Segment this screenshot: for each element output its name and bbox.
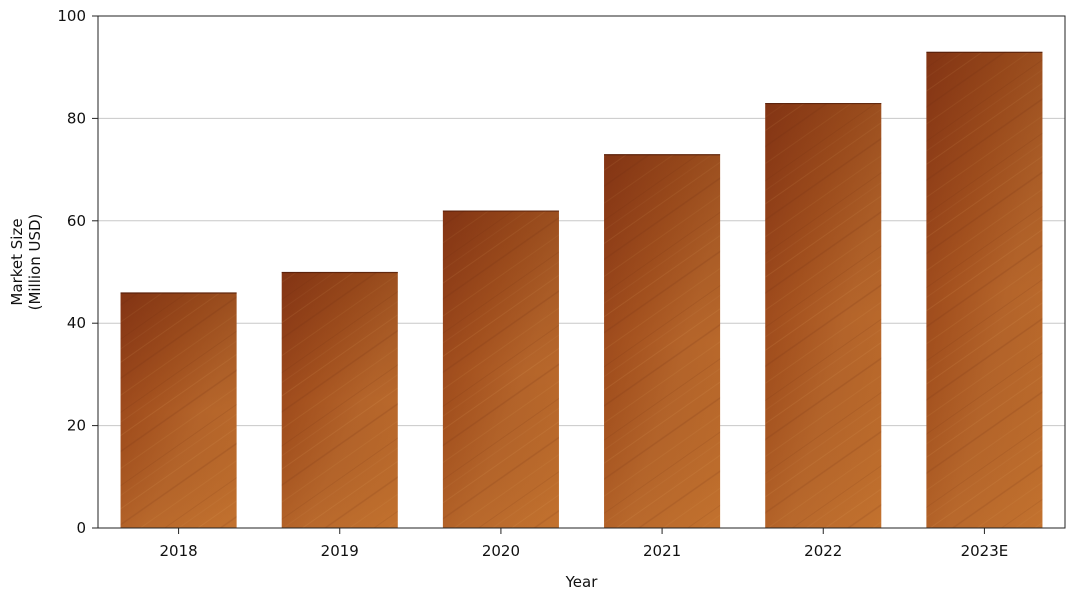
bar-2020: [442, 210, 559, 528]
x-tick-label: 2022: [804, 542, 842, 560]
y-axis-title-line: Market Size: [8, 218, 26, 305]
x-tick-label: 2021: [643, 542, 681, 560]
x-axis: 2018 2019 2020 2021 2022 2023E: [159, 528, 1008, 560]
bar-2023E: [926, 51, 1043, 529]
plot-frame: [97, 15, 1066, 529]
bar-shade: [281, 272, 398, 528]
bar-2019: [281, 271, 398, 528]
y-axis: 0 20 40 60 80 100: [57, 7, 98, 537]
y-tick-label: 100: [57, 7, 86, 25]
bar-shade: [442, 210, 559, 528]
bar-2022: [765, 102, 882, 528]
y-axis-title-line: (Million USD): [26, 214, 44, 311]
x-axis-title: Year: [565, 573, 599, 591]
x-tick-label: 2023E: [961, 542, 1009, 560]
bar-shade: [604, 154, 721, 529]
bar-2018: [120, 292, 237, 528]
x-tick-label: 2018: [159, 542, 197, 560]
bar-shade: [765, 103, 882, 528]
y-axis-title: Market Size(Million USD): [8, 214, 44, 311]
gridlines: [98, 117, 1065, 427]
y-tick-label: 20: [67, 417, 86, 435]
y-tick-label: 0: [76, 519, 86, 537]
bar-2021: [604, 154, 721, 529]
bars: [120, 51, 1043, 529]
bar-shade: [926, 51, 1043, 529]
x-tick-label: 2020: [482, 542, 520, 560]
y-tick-label: 40: [67, 314, 86, 332]
x-tick-label: 2019: [321, 542, 359, 560]
bar-shade: [120, 292, 237, 528]
y-tick-label: 60: [67, 212, 86, 230]
y-tick-label: 80: [67, 109, 86, 127]
